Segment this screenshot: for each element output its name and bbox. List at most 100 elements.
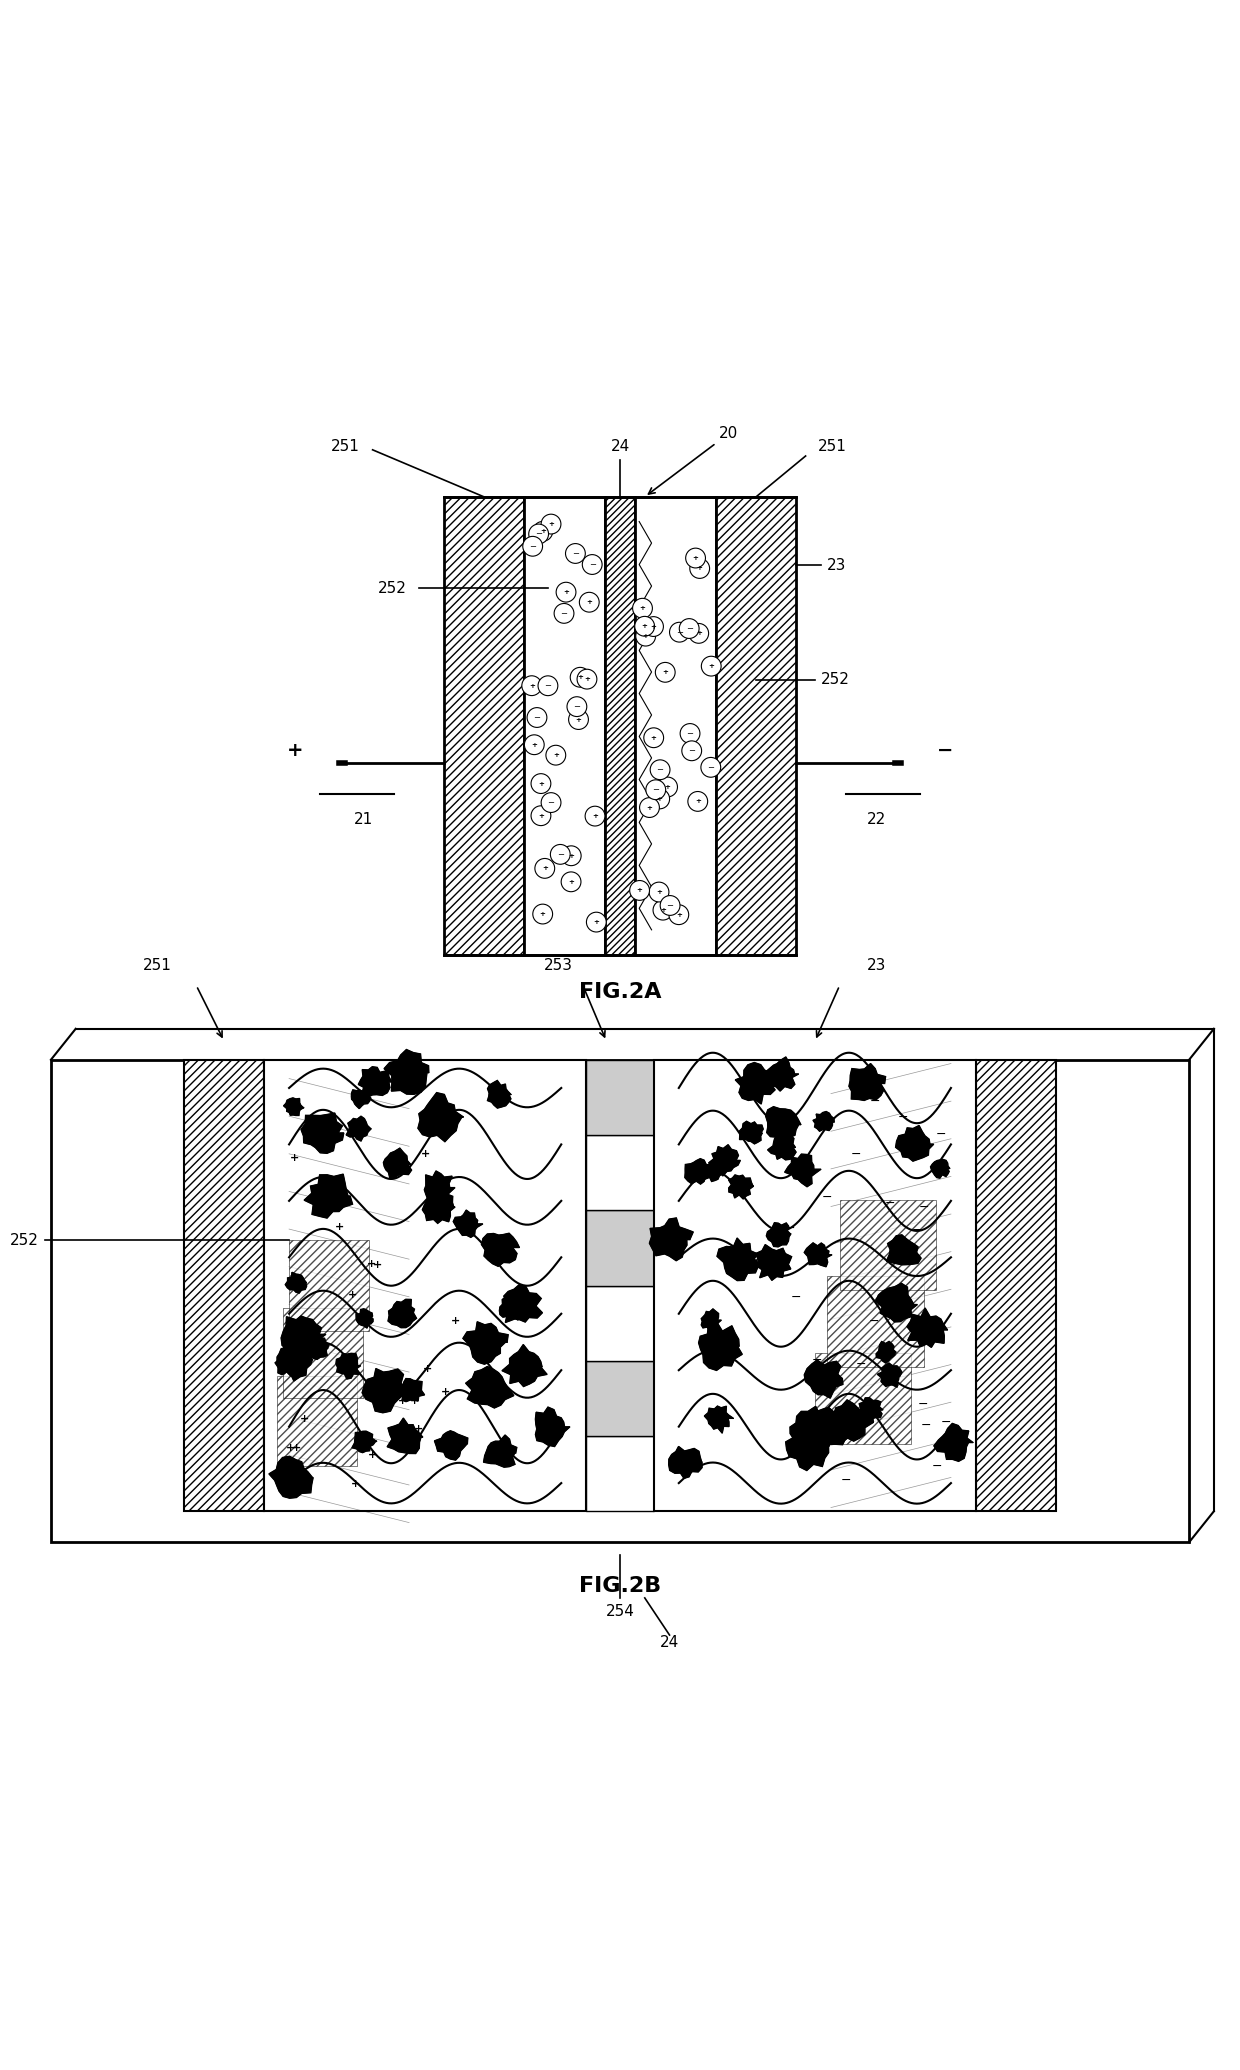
Circle shape [650, 789, 670, 809]
Polygon shape [387, 1418, 423, 1453]
Text: 253: 253 [543, 958, 573, 973]
Text: −: − [820, 1362, 831, 1374]
Circle shape [554, 604, 574, 623]
Circle shape [680, 619, 699, 638]
Text: 252: 252 [821, 673, 849, 687]
Bar [653, 1060, 976, 1511]
Text: +: + [656, 888, 662, 894]
Polygon shape [813, 1112, 835, 1130]
Text: −: − [657, 766, 663, 774]
Bar [283, 1308, 363, 1399]
Polygon shape [454, 1211, 482, 1238]
Polygon shape [698, 1321, 743, 1370]
Text: −: − [707, 764, 714, 772]
Text: 22: 22 [867, 811, 887, 828]
Text: +: + [423, 1364, 433, 1374]
Text: 252: 252 [378, 582, 407, 596]
Polygon shape [805, 1242, 832, 1267]
Text: +: + [414, 1424, 423, 1435]
Text: −: − [936, 741, 954, 760]
Text: +: + [676, 911, 682, 917]
Text: +: + [367, 1451, 377, 1459]
Circle shape [522, 675, 542, 696]
Text: −: − [866, 1087, 877, 1101]
Text: −: − [913, 1223, 923, 1238]
Text: 24: 24 [660, 1635, 680, 1650]
Text: +: + [440, 1387, 450, 1397]
Polygon shape [703, 1159, 723, 1182]
Text: +: + [410, 1397, 419, 1406]
Text: +: + [662, 669, 668, 675]
Polygon shape [397, 1379, 424, 1401]
Bar [715, 497, 796, 954]
Text: −: − [812, 1354, 822, 1368]
Circle shape [689, 623, 708, 644]
Bar [587, 1060, 653, 1134]
Text: +: + [657, 797, 662, 801]
Bar [815, 1354, 911, 1443]
Text: +: + [651, 735, 657, 741]
Text: −: − [918, 1397, 929, 1410]
Polygon shape [356, 1308, 373, 1329]
Circle shape [686, 549, 706, 567]
Text: 254: 254 [605, 1604, 635, 1619]
Bar [289, 1240, 370, 1331]
Text: +: + [539, 911, 546, 917]
Text: +: + [577, 675, 583, 681]
Text: +: + [290, 1153, 299, 1163]
Text: −: − [869, 1314, 879, 1329]
Text: −: − [536, 530, 542, 538]
Circle shape [562, 871, 582, 892]
Bar [605, 497, 635, 954]
Text: −: − [931, 1461, 942, 1474]
Polygon shape [336, 1354, 361, 1379]
Polygon shape [487, 1081, 511, 1107]
Text: +: + [708, 662, 714, 669]
Text: FIG.2A: FIG.2A [579, 981, 661, 1002]
Circle shape [656, 662, 675, 683]
Text: −: − [548, 799, 554, 807]
Text: +: + [646, 805, 652, 811]
Text: 252: 252 [10, 1234, 38, 1248]
Bar [277, 1377, 357, 1466]
Polygon shape [739, 1122, 763, 1145]
Text: +: + [539, 528, 546, 534]
Polygon shape [277, 1348, 303, 1377]
Text: −: − [791, 1292, 801, 1304]
Polygon shape [766, 1223, 791, 1246]
Bar [51, 1060, 1189, 1542]
Polygon shape [388, 1300, 417, 1327]
Circle shape [688, 791, 708, 811]
Circle shape [632, 598, 652, 619]
Polygon shape [304, 1174, 352, 1217]
Polygon shape [346, 1116, 371, 1141]
Text: +: + [348, 1290, 357, 1300]
Text: +: + [642, 633, 649, 640]
Circle shape [531, 805, 551, 826]
Polygon shape [877, 1341, 897, 1362]
Polygon shape [281, 1317, 326, 1356]
Polygon shape [358, 1066, 392, 1097]
Text: +: + [351, 1478, 361, 1488]
Circle shape [525, 735, 544, 756]
Text: +: + [286, 741, 304, 760]
Polygon shape [765, 1107, 801, 1143]
Text: −: − [940, 1416, 951, 1428]
Text: −: − [529, 542, 536, 551]
Circle shape [531, 774, 551, 793]
Polygon shape [930, 1159, 950, 1178]
Text: 23: 23 [867, 958, 887, 973]
Text: +: + [594, 919, 599, 925]
Text: +: + [379, 1393, 389, 1403]
Circle shape [577, 669, 596, 689]
Circle shape [546, 745, 565, 766]
Text: +: + [660, 907, 666, 913]
Circle shape [528, 524, 548, 544]
Text: −: − [652, 785, 660, 795]
Text: +: + [553, 751, 559, 758]
Text: −: − [667, 900, 673, 911]
Text: −: − [676, 627, 683, 638]
Polygon shape [503, 1285, 542, 1323]
Text: +: + [693, 555, 698, 561]
Circle shape [567, 698, 587, 716]
